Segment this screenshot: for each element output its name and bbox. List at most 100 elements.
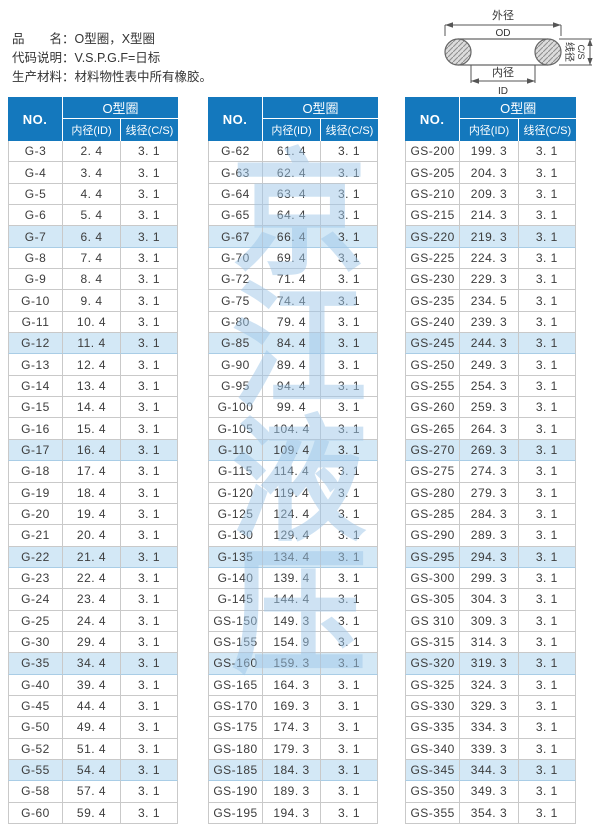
table-row: GS-230 229. 3 3. 1: [405, 269, 576, 291]
cs-cell: 3. 1: [518, 333, 576, 355]
table-row: G-55 54. 4 3. 1: [8, 759, 178, 782]
cs-cell: 3. 1: [321, 589, 378, 611]
table-row: GS-190 189. 3 3. 1: [208, 781, 378, 803]
id-cell: 339. 3: [460, 738, 519, 760]
id-cell: 2. 4: [63, 141, 121, 163]
cs-cell: 3. 1: [121, 439, 178, 462]
cs-cell: 3. 1: [518, 375, 576, 398]
table-row: G-75 74. 4 3. 1: [208, 290, 378, 312]
table-row: GS-340 339. 3 3. 1: [405, 738, 576, 760]
table-row: G-8 7. 4 3. 1: [8, 247, 178, 270]
table-row: GS-300 299. 3 3. 1: [405, 567, 576, 590]
cs-cell: 3. 1: [321, 418, 378, 440]
no-cell: GS-240: [405, 311, 461, 334]
no-cell: G-9: [8, 269, 63, 291]
cs-cell: 3. 1: [518, 781, 576, 803]
id-cell: 239. 3: [460, 311, 519, 334]
product-info: 品 名：O型圈，X型圈 代码说明：V.S.P.G.F=日标 生产材料：材料物性表…: [12, 30, 212, 87]
id-cell: 13. 4: [63, 375, 121, 398]
id-cell: 119. 4: [263, 482, 321, 504]
cs-label: C/S: [576, 44, 586, 59]
col-group-header: O型圈: [63, 97, 178, 119]
table-row: GS-315 314. 3 3. 1: [405, 631, 576, 654]
no-cell: GS-260: [405, 397, 461, 419]
no-cell: GS-210: [405, 183, 461, 206]
id-cell: 199. 3: [460, 141, 519, 163]
id-cell: 249. 3: [460, 354, 519, 376]
code-description-line: 代码说明：V.S.P.G.F=日标: [12, 51, 161, 65]
no-cell: G-8: [8, 247, 63, 270]
table-row: GS-260 259. 3 3. 1: [405, 397, 576, 419]
table-row: G-18 17. 4 3. 1: [8, 461, 178, 483]
no-cell: GS-245: [405, 333, 461, 355]
cs-label-cn: 线径: [563, 42, 576, 62]
id-cell: 289. 3: [460, 525, 519, 547]
cs-cell: 3. 1: [321, 546, 378, 568]
id-cell: 334. 3: [460, 717, 519, 739]
cs-cell: 3. 1: [518, 503, 576, 526]
table-row: GS-345 344. 3 3. 1: [405, 759, 576, 782]
no-cell: GS-150: [208, 610, 263, 632]
table-row: G-5 4. 4 3. 1: [8, 183, 178, 206]
id-cell: 254. 3: [460, 375, 519, 398]
cs-cell: 3. 1: [518, 461, 576, 483]
cs-cell: 3. 1: [321, 653, 378, 675]
table-row: G-25 24. 4 3. 1: [8, 610, 178, 632]
id-cell: 124. 4: [263, 503, 321, 526]
cs-cell: 3. 1: [121, 738, 178, 760]
cs-cell: 3. 1: [518, 141, 576, 163]
cs-cell: 3. 1: [518, 610, 576, 632]
no-cell: G-58: [8, 781, 63, 803]
cs-cell: 3. 1: [518, 247, 576, 270]
col-header-no: NO.: [405, 97, 461, 141]
col-header-cs: 线径(C/S): [321, 119, 378, 141]
table-row: G-105 104. 4 3. 1: [208, 418, 378, 440]
id-cell: 234. 5: [460, 290, 519, 312]
no-cell: GS-325: [405, 674, 461, 696]
table-row: GS-250 249. 3 3. 1: [405, 354, 576, 376]
cs-cell: 3. 1: [321, 205, 378, 227]
no-cell: G-17: [8, 439, 63, 462]
cs-cell: 3. 1: [321, 525, 378, 547]
no-cell: GS-250: [405, 354, 461, 376]
cs-cell: 3. 1: [121, 759, 178, 782]
id-cell: 7. 4: [63, 247, 121, 270]
table-row: GS-305 304. 3 3. 1: [405, 589, 576, 611]
no-cell: G-21: [8, 525, 63, 547]
no-cell: G-40: [8, 674, 63, 696]
cs-cell: 3. 1: [321, 781, 378, 803]
table-row: GS-185 184. 3 3. 1: [208, 759, 378, 782]
id-cell: 64. 4: [263, 205, 321, 227]
table-row: G-135 134. 4 3. 1: [208, 546, 378, 568]
table-row: G-13 12. 4 3. 1: [8, 354, 178, 376]
cs-cell: 3. 1: [121, 503, 178, 526]
table-row: GS-335 334. 3 3. 1: [405, 717, 576, 739]
cs-cell: 3. 1: [121, 397, 178, 419]
cs-cell: 3. 1: [121, 546, 178, 568]
table-row: GS-200 199. 3 3. 1: [405, 141, 576, 163]
no-cell: GS-355: [405, 802, 461, 824]
no-cell: G-63: [208, 162, 263, 184]
no-cell: GS-265: [405, 418, 461, 440]
cs-cell: 3. 1: [121, 653, 178, 675]
cs-cell: 3. 1: [121, 781, 178, 803]
cs-cell: 3. 1: [121, 418, 178, 440]
cs-cell: 3. 1: [121, 461, 178, 483]
cs-cell: 3. 1: [321, 610, 378, 632]
no-cell: GS-230: [405, 269, 461, 291]
no-cell: GS-300: [405, 567, 461, 590]
no-cell: G-10: [8, 290, 63, 312]
table-row: G-21 20. 4 3. 1: [8, 525, 178, 547]
cs-cell: 3. 1: [518, 759, 576, 782]
no-cell: G-60: [8, 802, 63, 824]
no-cell: GS-175: [208, 717, 263, 739]
no-cell: G-19: [8, 482, 63, 504]
id-cell: 74. 4: [263, 290, 321, 312]
cs-cell: 3. 1: [518, 631, 576, 654]
cs-cell: 3. 1: [121, 226, 178, 248]
id-cell: 69. 4: [263, 247, 321, 270]
id-cell: 20. 4: [63, 525, 121, 547]
no-cell: G-75: [208, 290, 263, 312]
id-cell: 309. 3: [460, 610, 519, 632]
cs-cell: 3. 1: [121, 162, 178, 184]
